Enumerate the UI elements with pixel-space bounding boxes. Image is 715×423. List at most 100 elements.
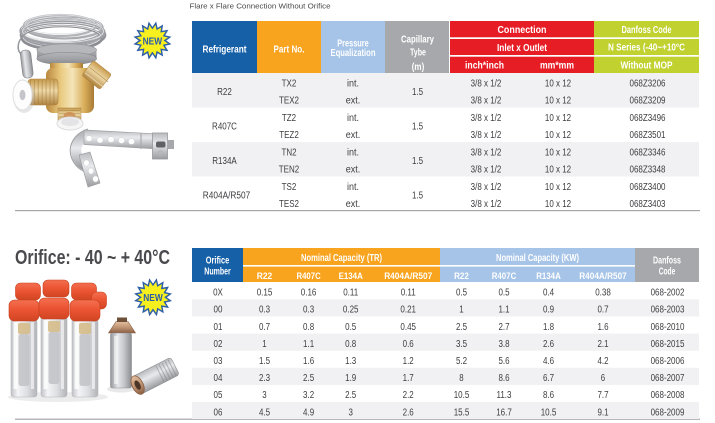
svg-text:N Series (-40~+10°C: N Series (-40~+10°C [608, 42, 685, 54]
svg-text:1.5: 1.5 [412, 122, 423, 133]
svg-text:1.5: 1.5 [412, 191, 423, 202]
svg-text:0.7: 0.7 [259, 322, 270, 333]
svg-text:0.3: 0.3 [259, 305, 270, 316]
svg-text:int.: int. [347, 113, 359, 124]
svg-text:3/8 x 1/2: 3/8 x 1/2 [471, 199, 502, 210]
svg-text:3.2: 3.2 [303, 390, 314, 401]
svg-text:1.1: 1.1 [303, 339, 314, 350]
svg-text:ext.: ext. [346, 199, 361, 210]
svg-text:0.11: 0.11 [343, 288, 358, 299]
svg-text:2.6: 2.6 [543, 339, 554, 350]
svg-text:Part No.: Part No. [274, 43, 305, 55]
svg-text:0.25: 0.25 [343, 305, 359, 316]
svg-text:1.7: 1.7 [403, 373, 414, 384]
svg-text:02: 02 [214, 339, 223, 350]
svg-text:Orifice: Orifice [206, 256, 230, 267]
svg-text:0.11: 0.11 [401, 288, 416, 299]
svg-text:06: 06 [214, 407, 223, 418]
svg-text:10 x 12: 10 x 12 [545, 165, 572, 176]
svg-text:R407C: R407C [492, 271, 517, 281]
svg-text:3: 3 [262, 390, 267, 401]
svg-text:Tybe: Tybe [410, 47, 426, 59]
svg-text:0.8: 0.8 [345, 339, 356, 350]
svg-text:0.15: 0.15 [257, 288, 273, 299]
svg-text:15.5: 15.5 [454, 407, 470, 418]
svg-text:11.3: 11.3 [497, 390, 512, 401]
svg-text:1.6: 1.6 [597, 322, 608, 333]
svg-text:0.21: 0.21 [400, 305, 416, 316]
svg-text:4.6: 4.6 [543, 356, 554, 367]
svg-text:3/8 x 1/2: 3/8 x 1/2 [471, 147, 502, 158]
svg-text:2.5: 2.5 [456, 322, 467, 333]
svg-text:9.1: 9.1 [597, 407, 608, 418]
svg-text:0.9: 0.9 [543, 305, 554, 316]
svg-text:068Z3403: 068Z3403 [630, 199, 666, 210]
svg-text:Orifice: - 40 ~ + 40°C: Orifice: - 40 ~ + 40°C [15, 247, 170, 269]
svg-text:1: 1 [262, 339, 267, 350]
svg-text:Capillary: Capillary [401, 33, 434, 45]
svg-text:2.2: 2.2 [403, 390, 414, 401]
svg-text:068Z3348: 068Z3348 [630, 165, 666, 176]
svg-text:1.2: 1.2 [403, 356, 414, 367]
svg-text:1.5: 1.5 [259, 356, 270, 367]
svg-text:068-2009: 068-2009 [651, 407, 685, 418]
svg-text:8.6: 8.6 [498, 373, 509, 384]
svg-text:TES2: TES2 [279, 199, 299, 210]
svg-text:1.3: 1.3 [345, 356, 356, 367]
svg-text:10.5: 10.5 [541, 407, 557, 418]
svg-text:0.5: 0.5 [498, 288, 509, 299]
svg-text:R404A/R507: R404A/R507 [384, 271, 432, 281]
svg-text:Pressure: Pressure [337, 37, 369, 49]
svg-text:mm*mm: mm*mm [540, 59, 574, 71]
svg-text:0.8: 0.8 [303, 322, 314, 333]
svg-text:0.5: 0.5 [345, 322, 356, 333]
svg-text:01: 01 [214, 322, 223, 333]
svg-text:1.6: 1.6 [303, 356, 314, 367]
svg-text:Equalization: Equalization [331, 47, 376, 59]
svg-text:068-2015: 068-2015 [651, 339, 685, 350]
svg-text:3/8 x 1/2: 3/8 x 1/2 [471, 96, 502, 107]
svg-text:NEW: NEW [143, 293, 163, 304]
svg-text:10.5: 10.5 [454, 390, 470, 401]
svg-text:R404A/R507: R404A/R507 [579, 271, 627, 281]
svg-text:TEN2: TEN2 [279, 165, 300, 176]
svg-text:int.: int. [347, 182, 359, 193]
svg-text:2.7: 2.7 [498, 322, 509, 333]
svg-text:0.5: 0.5 [456, 288, 467, 299]
svg-text:Refrigerant: Refrigerant [203, 43, 247, 55]
svg-text:0.16: 0.16 [301, 288, 317, 299]
svg-text:068-2006: 068-2006 [651, 356, 685, 367]
svg-text:10 x 12: 10 x 12 [545, 147, 572, 158]
svg-text:TEX2: TEX2 [279, 96, 299, 107]
svg-text:1.8: 1.8 [543, 322, 554, 333]
svg-text:1: 1 [459, 305, 464, 316]
svg-text:0X: 0X [213, 288, 223, 299]
svg-text:1.9: 1.9 [345, 373, 356, 384]
svg-text:3/8 x 1/2: 3/8 x 1/2 [471, 113, 502, 124]
svg-text:0.38: 0.38 [595, 288, 611, 299]
svg-text:2.3: 2.3 [259, 373, 270, 384]
svg-text:ext.: ext. [346, 130, 361, 141]
svg-text:4.5: 4.5 [259, 407, 270, 418]
svg-text:int.: int. [347, 147, 359, 158]
svg-text:R22: R22 [454, 271, 469, 281]
svg-text:int.: int. [347, 78, 359, 89]
svg-text:068-2002: 068-2002 [651, 288, 685, 299]
svg-text:(m): (m) [412, 61, 425, 73]
svg-text:1.5: 1.5 [412, 87, 423, 98]
svg-text:10 x 12: 10 x 12 [545, 130, 572, 141]
svg-text:3: 3 [349, 407, 354, 418]
svg-text:2.5: 2.5 [345, 390, 356, 401]
svg-text:03: 03 [214, 356, 223, 367]
svg-text:Code: Code [659, 267, 676, 278]
svg-text:3/8 x 1/2: 3/8 x 1/2 [471, 182, 502, 193]
svg-text:068Z3209: 068Z3209 [630, 96, 666, 107]
svg-text:10 x 12: 10 x 12 [545, 182, 572, 193]
svg-text:R407C: R407C [212, 122, 237, 133]
svg-text:3.5: 3.5 [456, 339, 467, 350]
svg-text:0.6: 0.6 [403, 339, 414, 350]
svg-text:068Z3206: 068Z3206 [630, 78, 666, 89]
svg-text:2.1: 2.1 [597, 339, 608, 350]
svg-text:05: 05 [214, 390, 223, 401]
svg-text:00: 00 [214, 305, 223, 316]
